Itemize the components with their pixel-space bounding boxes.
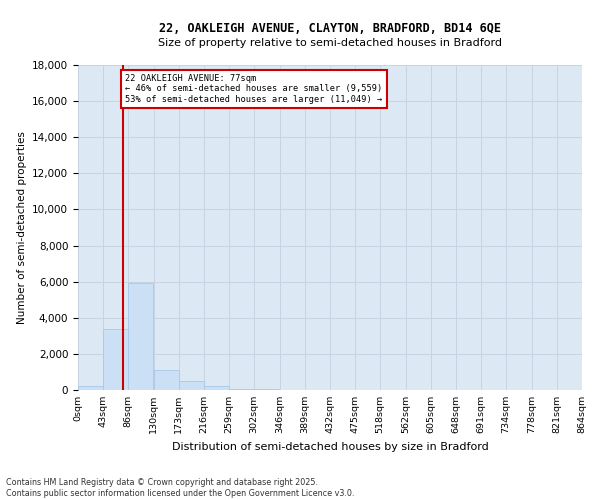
X-axis label: Distribution of semi-detached houses by size in Bradford: Distribution of semi-detached houses by …: [172, 442, 488, 452]
Bar: [128, 284, 153, 390]
Text: 22 OAKLEIGH AVENUE: 77sqm
← 46% of semi-detached houses are smaller (9,559)
53% : 22 OAKLEIGH AVENUE: 77sqm ← 46% of semi-…: [125, 74, 383, 104]
Bar: [154, 370, 179, 390]
Bar: [204, 386, 229, 390]
Text: Contains HM Land Registry data © Crown copyright and database right 2025.
Contai: Contains HM Land Registry data © Crown c…: [6, 478, 355, 498]
Bar: [103, 328, 128, 390]
Bar: [78, 386, 103, 390]
Text: 22, OAKLEIGH AVENUE, CLAYTON, BRADFORD, BD14 6QE: 22, OAKLEIGH AVENUE, CLAYTON, BRADFORD, …: [159, 22, 501, 36]
Text: Size of property relative to semi-detached houses in Bradford: Size of property relative to semi-detach…: [158, 38, 502, 48]
Y-axis label: Number of semi-detached properties: Number of semi-detached properties: [17, 131, 26, 324]
Bar: [229, 388, 254, 390]
Bar: [179, 381, 204, 390]
